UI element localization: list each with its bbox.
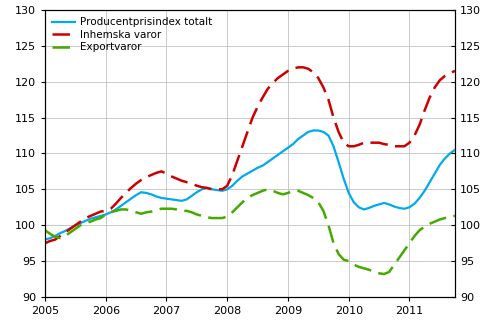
Exportvaror xyxy=(138,212,144,216)
Inhemska varor xyxy=(234,159,240,163)
Inhemska varor xyxy=(452,69,458,73)
Exportvaror xyxy=(366,268,372,272)
Exportvaror xyxy=(452,214,458,218)
Producentprisindex totalt xyxy=(376,202,382,206)
Producentprisindex totalt xyxy=(452,148,458,152)
Inhemska varor xyxy=(295,65,301,69)
Producentprisindex totalt xyxy=(42,238,48,242)
Inhemska varor xyxy=(376,141,382,145)
Producentprisindex totalt xyxy=(366,206,372,210)
Inhemska varor xyxy=(154,171,160,175)
Producentprisindex totalt xyxy=(154,194,160,198)
Exportvaror xyxy=(158,207,164,211)
Exportvaror xyxy=(42,228,48,232)
Exportvaror xyxy=(381,272,387,276)
Inhemska varor xyxy=(366,141,372,145)
Inhemska varor xyxy=(158,169,164,173)
Inhemska varor xyxy=(42,241,48,245)
Exportvaror xyxy=(154,208,160,212)
Line: Producentprisindex totalt: Producentprisindex totalt xyxy=(45,130,455,240)
Line: Exportvaror: Exportvaror xyxy=(45,189,455,274)
Exportvaror xyxy=(234,205,240,209)
Line: Inhemska varor: Inhemska varor xyxy=(45,67,455,243)
Producentprisindex totalt xyxy=(310,128,316,132)
Inhemska varor xyxy=(138,178,144,182)
Producentprisindex totalt xyxy=(234,179,240,183)
Exportvaror xyxy=(376,271,382,275)
Legend: Producentprisindex totalt, Inhemska varor, Exportvaror: Producentprisindex totalt, Inhemska varo… xyxy=(49,14,216,55)
Exportvaror xyxy=(264,187,270,191)
Producentprisindex totalt xyxy=(138,190,144,194)
Producentprisindex totalt xyxy=(158,196,164,200)
